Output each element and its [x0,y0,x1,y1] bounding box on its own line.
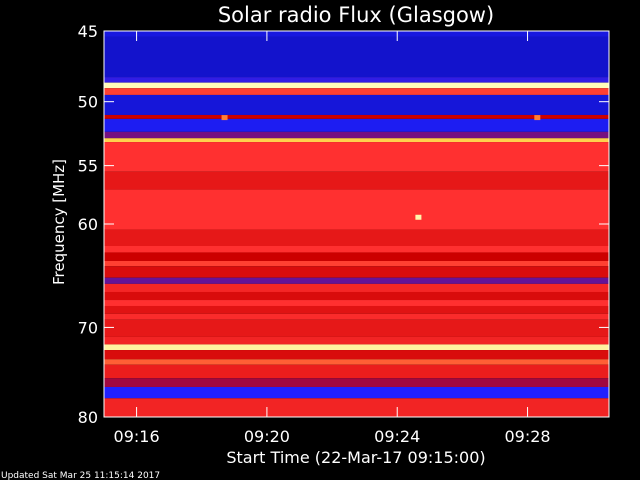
spectrogram-band [104,305,609,314]
spectrogram-band [104,300,609,306]
spectrogram-band [104,277,609,284]
y-tick-label: 45 [78,22,98,41]
x-tick-label: 09:20 [244,427,290,446]
spectrogram-band [104,31,609,37]
tick-labels: 45 50 55 60 70 80 09:16 09:20 09:24 09:28 [78,22,551,446]
y-axis-label: Frequency [MHz] [50,159,68,285]
spectrogram-band [104,283,609,292]
updated-footer: Updated Sat Mar 25 11:15:14 2017 [1,471,160,480]
y-tick-label: 50 [78,93,98,112]
spectrogram-band [104,260,609,267]
x-axis-label: Start Time (22-Mar-17 09:15:00) [226,448,485,467]
spectrogram-band [104,88,609,95]
spectrogram-band [104,359,609,365]
x-tick-label: 09:28 [504,427,550,446]
chart-title: Solar radio Flux (Glasgow) [218,3,494,27]
spectrogram-band [104,118,609,132]
spectrogram-burst [534,115,541,121]
spectrogram-band [104,245,609,253]
spectrogram-band [104,378,609,387]
x-tick-label: 09:24 [374,427,420,446]
spectrogram-band [104,114,609,119]
spectrogram-band [104,291,609,301]
plot-area [104,31,609,417]
x-tick-label: 09:16 [114,427,160,446]
spectrogram-band [104,131,609,139]
spectrogram-band [104,189,609,230]
spectrogram-band [104,77,609,83]
spectrogram-band [104,364,609,379]
y-tick-label: 80 [78,408,98,427]
spectrogram-band [104,229,609,246]
spectrogram-band [104,313,609,320]
axis-ticks [104,30,609,418]
spectrogram-band [104,82,609,89]
spectrogram-burst [221,115,228,121]
spectrogram-band [104,398,609,417]
spectrogram-burst [415,214,422,220]
spectrogram-band [104,94,609,115]
spectrogram-band [104,350,609,360]
spectrogram-band [104,319,609,337]
spectrogram-band [104,36,609,78]
y-tick-label: 70 [78,318,98,337]
spectrogram-band [104,336,609,345]
y-tick-label: 60 [78,215,98,234]
spectrogram-band [104,266,609,278]
spectrogram-band [104,138,609,143]
spectrogram-band [104,252,609,261]
spectrogram-band [104,171,609,190]
y-tick-label: 55 [78,157,98,176]
spectrogram-band [104,344,609,351]
spectrogram-band [104,142,609,172]
spectrogram-band [104,386,609,399]
